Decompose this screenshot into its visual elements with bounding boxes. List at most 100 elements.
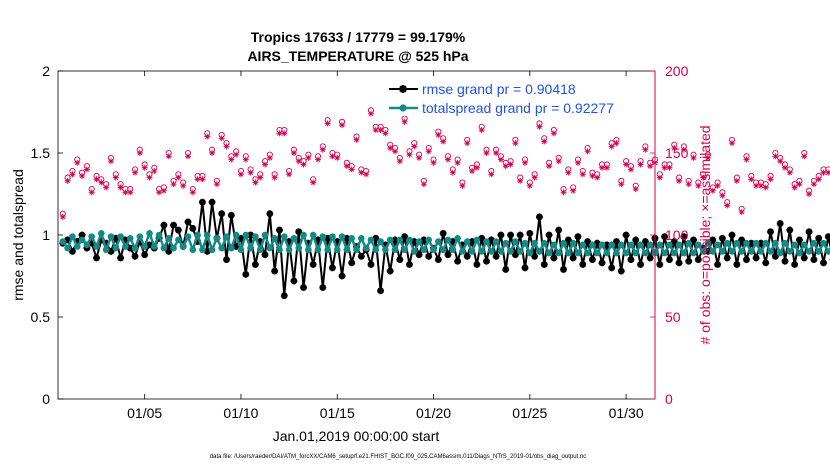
axes: 01/05 01/10 01/15 01/20 01/25 01/3000.511.520…: [31, 63, 689, 421]
obs-assimilated-point: [271, 174, 278, 181]
rmse-point: [738, 236, 746, 244]
rmse-point: [603, 241, 611, 249]
rmse-point: [194, 238, 202, 245]
rmse-point: [680, 233, 688, 241]
rmse-point: [796, 236, 803, 244]
obs-assimilated-point: [319, 146, 326, 153]
obs-assimilated-point: [189, 189, 196, 196]
totalspread-point: [550, 241, 558, 249]
totalspread-point: [242, 231, 250, 239]
obs-assimilated-point: [98, 179, 105, 186]
obs-assimilated-point: [93, 176, 100, 183]
totalspread-point: [179, 243, 187, 250]
rmse-point: [675, 259, 683, 267]
obs-assimilated-point: [218, 135, 225, 142]
obs-assimilated-point: [194, 176, 201, 183]
obs-assimilated-point: [136, 150, 143, 156]
obs-assimilated-point: [151, 168, 158, 175]
obs-assimilated-point: [247, 169, 254, 176]
totalspread-point: [738, 248, 745, 255]
rmse-point: [805, 228, 813, 236]
totalspread-point: [155, 231, 163, 239]
rmse-point: [507, 231, 514, 239]
rmse-point: [728, 231, 736, 239]
obs-assimilated-point: [618, 181, 625, 188]
obs-assimilated-point: [685, 181, 692, 188]
totalspread-point: [175, 236, 182, 244]
totalspread-point: [613, 249, 620, 257]
obs-assimilated-point: [546, 163, 553, 170]
rmse-point: [564, 236, 572, 244]
totalspread-point: [810, 239, 818, 247]
totalspread-point: [184, 233, 192, 240]
obs-assimilated-point: [392, 148, 399, 155]
totalspread-point: [531, 239, 538, 247]
obs-assimilated-point: [122, 189, 129, 196]
rmse-point: [617, 267, 625, 275]
rmse-point: [199, 198, 206, 206]
totalspread-point: [122, 243, 129, 250]
obs-assimilated-point: [661, 164, 668, 171]
obs-assimilated-point: [237, 171, 244, 178]
rmse-point: [589, 256, 596, 263]
obs-assimilated-point: [469, 168, 476, 175]
rmse-point: [449, 238, 457, 245]
totalspread-point: [261, 231, 269, 239]
totalspread-point: [540, 239, 548, 247]
rmse-point: [377, 287, 384, 295]
obs-assimilated-point: [199, 176, 206, 183]
rmse-point: [122, 236, 129, 244]
rmse-point: [656, 261, 664, 268]
legend-spread-marker: [399, 104, 407, 112]
y-tick-label-left: 0: [42, 391, 50, 407]
rmse-point: [478, 234, 486, 242]
rmse-point: [165, 248, 173, 255]
totalspread-point: [747, 248, 755, 255]
rmse-point: [203, 248, 211, 255]
rmse-point: [348, 259, 356, 267]
obs-assimilated-point: [223, 143, 230, 150]
obs-assimilated-point: [141, 164, 148, 171]
totalspread-point: [319, 233, 327, 240]
obs-assimilated-point: [719, 192, 726, 199]
obs-assimilated-point: [738, 209, 745, 216]
totalspread-point: [372, 246, 380, 254]
totalspread-point: [617, 241, 625, 249]
rmse-point: [608, 264, 616, 272]
rmse-point: [333, 238, 341, 245]
rmse-point: [97, 236, 105, 244]
totalspread-point: [791, 241, 798, 249]
rmse-point: [613, 238, 620, 245]
totalspread-point: [396, 236, 404, 244]
rmse-point: [536, 213, 543, 221]
obs-assimilated-point: [213, 181, 220, 188]
rmse-point: [319, 284, 327, 291]
chart-title-line2: AIRS_TEMPERATURE @ 525 hPa: [247, 48, 468, 64]
chart-title-line1: Tropics 17633 / 17779 = 99.179%: [251, 29, 466, 45]
rmse-point: [223, 256, 230, 263]
totalspread-point: [256, 246, 264, 254]
obs-assimilated-point: [825, 169, 830, 176]
x-tick-label: 01/20: [416, 405, 451, 421]
rmse-point: [261, 251, 269, 259]
rmse-point: [232, 243, 240, 250]
totalspread-point: [516, 248, 524, 255]
totalspread-point: [752, 239, 760, 247]
obs-assimilated-point: [464, 140, 471, 147]
totalspread-point: [800, 241, 808, 249]
totalspread-point: [165, 234, 173, 242]
obs-assimilated-point: [372, 127, 379, 134]
rmse-point: [666, 256, 673, 263]
rmse-point: [704, 248, 712, 255]
obs-assimilated-point: [565, 169, 572, 176]
obs-assimilated-point: [603, 164, 610, 171]
rmse-point: [492, 252, 500, 260]
rmse-point: [406, 261, 413, 268]
obs-assimilated-point: [502, 163, 509, 170]
totalspread-point: [280, 233, 288, 240]
totalspread-point: [367, 236, 375, 244]
obs-assimilated-point: [729, 140, 736, 147]
totalspread-point: [815, 248, 822, 255]
totalspread-point: [160, 244, 168, 252]
rmse-point: [93, 254, 100, 262]
